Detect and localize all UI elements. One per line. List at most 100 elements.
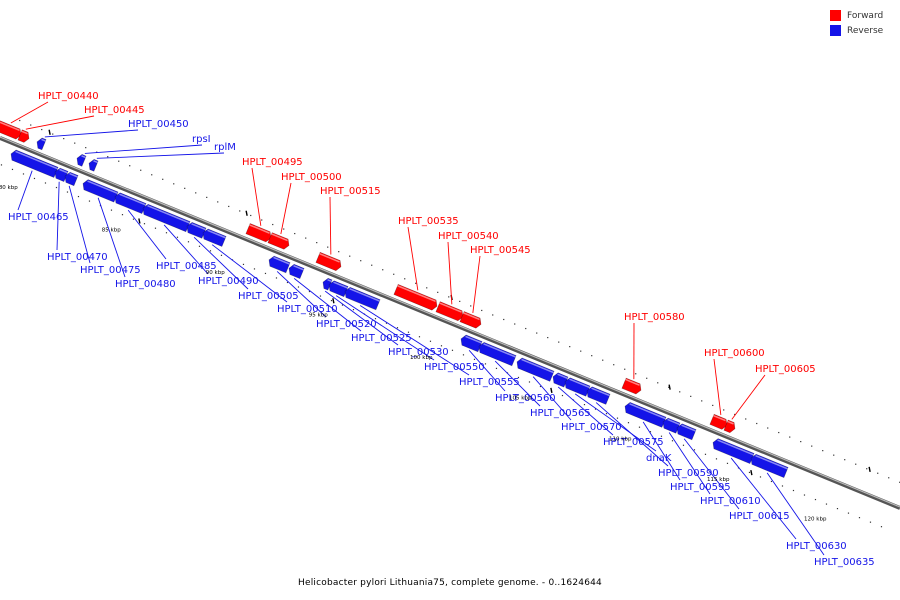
leader-line [211, 244, 288, 303]
gene-HPLT_00580 [621, 377, 642, 395]
minor-tick [261, 219, 263, 221]
leader-line [335, 295, 435, 361]
minor-tick [264, 272, 267, 275]
gene-HPLT_00510 [202, 228, 227, 247]
minor-tick [759, 476, 762, 478]
gene-label: HPLT_00605 [755, 364, 816, 375]
minor-tick [726, 462, 729, 464]
leader-line [324, 290, 399, 346]
minor-tick [308, 290, 311, 293]
gene-shine [191, 223, 206, 231]
gene-shine [629, 403, 666, 420]
minor-tick [129, 165, 131, 167]
minor-tick [162, 178, 164, 180]
minor-tick [272, 223, 274, 226]
minor-tick [250, 214, 252, 217]
minor-tick [77, 195, 80, 198]
minor-tick [803, 494, 806, 496]
gene-label: HPLT_00565 [530, 408, 591, 419]
gene-shine [439, 302, 462, 313]
gene-HPLT_00500 [267, 232, 290, 250]
gene-shine [667, 418, 680, 426]
scale-label: 80 kbp [0, 185, 18, 191]
minor-tick [88, 200, 91, 202]
minor-tick [880, 526, 883, 528]
gene-label: HPLT_00515 [320, 186, 381, 197]
leader-line [731, 374, 766, 420]
minor-tick [404, 278, 406, 280]
minor-tick [613, 364, 615, 366]
minor-tick [470, 305, 472, 307]
minor-tick [649, 431, 652, 433]
minor-tick [591, 355, 593, 357]
minor-tick [286, 281, 289, 284]
minor-tick [173, 183, 175, 185]
leader-line [683, 438, 740, 510]
gene-HPLT_00630 [712, 438, 755, 464]
gene-HPLT_00615 [676, 423, 697, 441]
backbone-line [0, 136, 900, 510]
gene-label: HPLT_00500 [281, 172, 342, 183]
gene-label: HPLT_00535 [398, 216, 459, 227]
leader-line [668, 432, 711, 495]
minor-tick [330, 299, 333, 302]
gene-HPLT_00590 [586, 386, 611, 405]
minor-tick [605, 413, 608, 415]
gene-shine [87, 180, 118, 195]
scale-label: 85 kbp [102, 227, 121, 233]
minor-tick [602, 359, 604, 361]
leader-line [276, 271, 327, 318]
minor-tick [338, 251, 340, 253]
minor-tick [528, 381, 531, 383]
leader-line [84, 144, 203, 154]
minor-tick [459, 300, 461, 303]
leader-line [280, 182, 292, 235]
minor-tick [847, 512, 850, 514]
minor-tick [385, 322, 388, 324]
leader-line [713, 358, 722, 415]
minor-tick [396, 327, 399, 329]
minor-tick [327, 246, 329, 248]
minor-tick [561, 394, 564, 397]
minor-tick [514, 323, 516, 325]
scale-label: 90 kbp [206, 270, 225, 276]
minor-tick [646, 377, 648, 379]
gene-label: HPLT_00560 [495, 393, 556, 404]
minor-tick [748, 471, 751, 474]
minor-tick [833, 454, 835, 456]
scale-label: 120 kbp [804, 517, 827, 523]
minor-tick [429, 340, 432, 342]
gene-HPLT_00560 [460, 334, 483, 353]
leader-line [97, 197, 126, 278]
leader-line [407, 226, 419, 291]
leader-line [68, 185, 91, 264]
gene-shine [397, 285, 436, 303]
minor-tick [539, 385, 542, 388]
major-tick [750, 470, 753, 476]
minor-tick [63, 138, 65, 140]
minor-tick [415, 282, 417, 284]
gene-HPLT_00555 [344, 286, 381, 311]
gene-shine [271, 233, 288, 242]
scale-label: 110 kbp [609, 437, 632, 443]
gene-label: rpsI [192, 134, 211, 145]
minor-tick [448, 296, 450, 298]
leader-line [766, 472, 825, 556]
minor-tick [624, 368, 626, 370]
gene-HPLT_00595 [624, 402, 667, 428]
minor-tick [869, 521, 872, 523]
leader-line [730, 457, 797, 540]
minor-tick [33, 177, 36, 180]
minor-tick [418, 336, 421, 338]
leader-line [557, 386, 614, 436]
minor-tick [275, 277, 278, 279]
minor-tick [151, 174, 153, 176]
gene-shine [625, 378, 640, 386]
minor-tick [547, 336, 549, 339]
minor-tick [44, 182, 47, 184]
minor-tick [437, 291, 439, 293]
minor-tick [888, 477, 890, 479]
leader-line [56, 181, 60, 251]
forward-swatch [830, 10, 841, 21]
